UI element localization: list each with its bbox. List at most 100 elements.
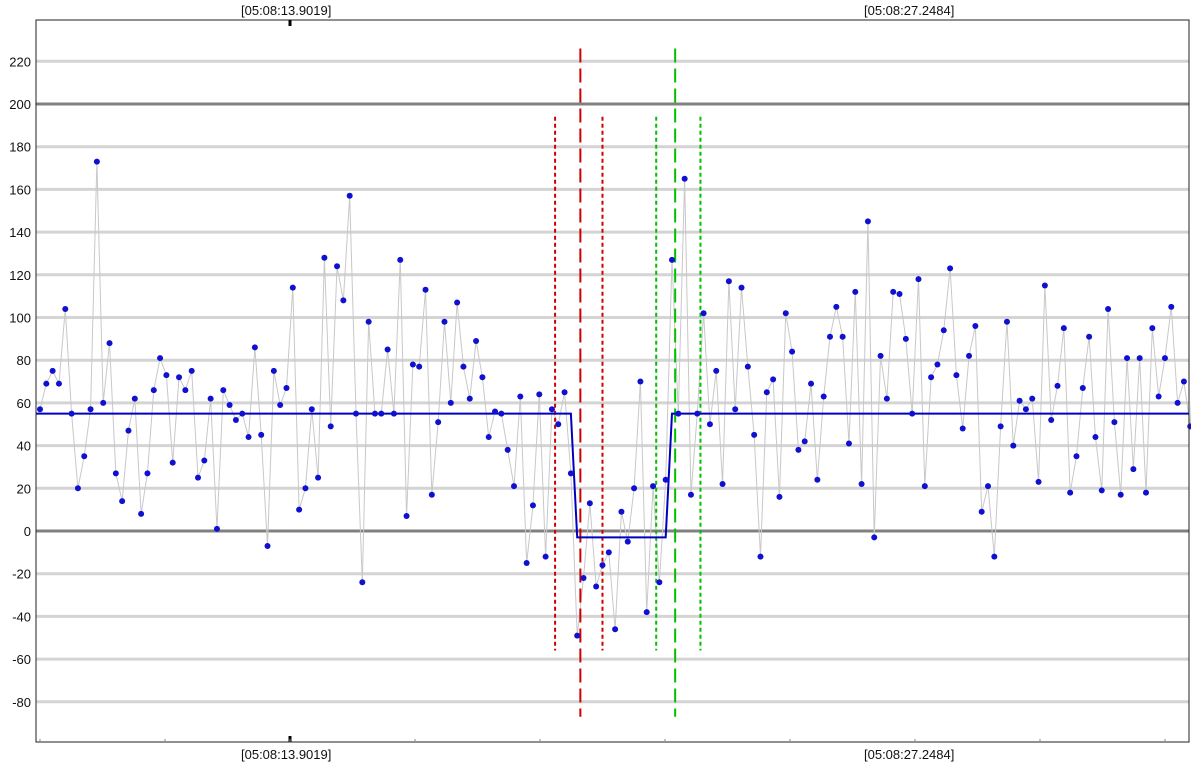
connector-segment <box>880 355 888 399</box>
data-point <box>308 406 315 413</box>
data-point <box>365 318 372 325</box>
connector-segment <box>1094 437 1103 491</box>
data-point <box>1010 442 1017 449</box>
data-point <box>340 297 347 304</box>
data-point <box>574 632 581 639</box>
data-point <box>985 483 991 490</box>
connector-segment <box>71 413 79 489</box>
connector-segment <box>462 366 471 399</box>
connector-segment <box>469 340 477 399</box>
connector-segment <box>1151 328 1160 397</box>
data-point <box>1168 303 1175 310</box>
data-point <box>302 485 309 492</box>
data-point <box>220 387 227 394</box>
data-point <box>321 254 328 261</box>
connector-segment <box>861 221 869 485</box>
y-tick-label: -80 <box>12 695 31 710</box>
data-point <box>346 192 353 199</box>
data-point <box>928 374 935 381</box>
connector-segment <box>658 479 667 583</box>
data-point <box>561 389 568 396</box>
connector-segment <box>583 503 591 579</box>
y-tick-label: -40 <box>12 609 31 624</box>
connector-segment <box>191 370 199 478</box>
connector-segment <box>254 347 262 435</box>
data-point <box>814 476 821 483</box>
data-point <box>782 310 789 317</box>
header-timestamp-right: [05:08:27.2484] <box>864 3 955 18</box>
data-point <box>296 506 303 513</box>
data-point <box>972 323 979 330</box>
data-point <box>447 399 454 406</box>
data-point <box>441 318 448 325</box>
connector-segment <box>77 456 85 489</box>
connector-segment <box>387 349 395 414</box>
data-point <box>795 446 802 453</box>
connector-segment <box>589 503 597 587</box>
data-point <box>1016 397 1023 404</box>
data-point <box>643 609 650 616</box>
data-point <box>182 387 189 394</box>
data-point <box>1022 406 1029 413</box>
data-point <box>1086 333 1093 340</box>
data-point <box>738 284 745 291</box>
data-point <box>1149 325 1156 332</box>
connector-segment <box>90 161 98 410</box>
data-point <box>871 534 878 541</box>
y-tick-label: 100 <box>9 311 31 326</box>
data-point <box>270 367 277 374</box>
connector-segment <box>210 398 218 529</box>
connector-segment <box>715 370 724 485</box>
data-point <box>827 333 833 340</box>
connector-segment <box>595 565 603 587</box>
data-point <box>1117 491 1124 498</box>
connector-segment <box>260 434 269 546</box>
data-point <box>959 425 966 432</box>
connector-segment <box>728 281 736 410</box>
connector-segment <box>368 321 376 414</box>
step-line-path <box>36 412 1189 539</box>
data-point <box>289 284 296 291</box>
connector-segment <box>734 287 743 410</box>
connector-segment <box>216 390 224 529</box>
data-point <box>479 374 486 381</box>
connector-segment <box>917 279 926 487</box>
data-point <box>144 470 151 477</box>
data-point <box>460 363 467 370</box>
data-point <box>1180 378 1187 385</box>
data-point <box>62 305 69 312</box>
data-point <box>201 457 208 464</box>
data-point <box>454 299 461 306</box>
data-point <box>466 395 473 402</box>
data-point <box>820 393 827 400</box>
data-point <box>1073 453 1080 460</box>
connector-segment <box>753 434 761 557</box>
data-point <box>542 553 549 560</box>
connector-segment <box>829 306 837 337</box>
data-point <box>138 510 145 517</box>
data-point <box>1067 489 1074 496</box>
data-point <box>283 384 290 391</box>
y-tick-label: 180 <box>9 140 31 155</box>
connector-segment <box>1088 336 1096 438</box>
data-point <box>100 399 107 406</box>
connector-segment <box>791 351 799 450</box>
data-point <box>770 376 777 383</box>
connector-segment <box>140 473 148 514</box>
data-point <box>1124 355 1131 362</box>
connector-segment <box>450 302 458 403</box>
data-point <box>74 485 81 492</box>
data-point <box>833 303 840 310</box>
data-point <box>637 378 644 385</box>
data-point <box>877 352 884 359</box>
connector-segment <box>406 364 414 517</box>
connector-segment <box>677 178 686 414</box>
connector-segment <box>652 486 660 583</box>
data-point <box>213 525 220 532</box>
data-point <box>650 483 657 490</box>
data-point <box>207 395 214 402</box>
connector-segment <box>481 377 490 438</box>
data-point <box>934 361 941 368</box>
connector-segment <box>267 370 275 546</box>
